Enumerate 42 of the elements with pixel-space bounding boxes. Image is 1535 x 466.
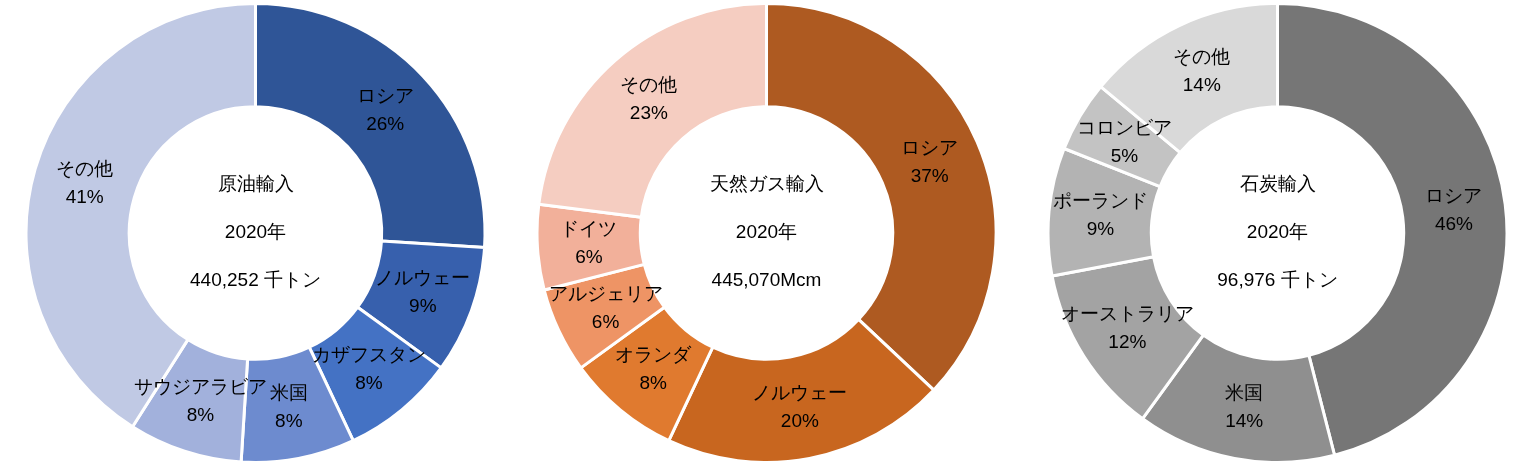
text: 2020年 — [735, 221, 798, 243]
text: 445,070Mcm — [711, 269, 822, 291]
text: 原油輸入 — [217, 173, 294, 195]
data-label: 8% — [355, 372, 383, 394]
data-label: 6% — [575, 246, 603, 268]
data-label: 8% — [639, 372, 667, 394]
text: 96,976 千トン — [1217, 269, 1338, 291]
slice-label: オランダ — [615, 344, 693, 366]
data-label: 37% — [910, 164, 949, 186]
slice-label: その他 — [1173, 46, 1231, 68]
data-label: 41% — [65, 185, 104, 207]
data-label: 8% — [275, 409, 303, 431]
slice-label: ポーランド — [1052, 190, 1148, 212]
slice-label: ノルウェー — [375, 267, 471, 289]
data-label: 5% — [1110, 144, 1139, 166]
data-label: 8% — [186, 404, 215, 426]
slice-label: ノルウェー — [752, 381, 848, 403]
data-label: 23% — [629, 101, 668, 123]
data-label: 6% — [591, 310, 620, 332]
text: 石炭輸入 — [1239, 173, 1316, 195]
data-label: 14% — [1182, 74, 1221, 96]
text: 天然ガス輸入 — [709, 173, 824, 195]
slice-label: その他 — [56, 157, 114, 179]
slice-label: ロシア — [901, 136, 959, 158]
slice-label: その他 — [620, 73, 678, 95]
slice-label: コロンビア — [1076, 116, 1172, 138]
slice-label: 米国 — [1225, 381, 1264, 403]
slice-label: ドイツ — [560, 218, 618, 240]
data-label: 9% — [1086, 218, 1115, 240]
text: 2020年 — [224, 221, 287, 243]
slice-label: サウジアラビア — [134, 376, 268, 398]
slice-label: ロシア — [356, 85, 414, 107]
data-label: 12% — [1108, 330, 1147, 352]
slice-label: ロシア — [1425, 184, 1483, 206]
data-label: 26% — [366, 113, 405, 135]
data-label: 20% — [780, 409, 819, 431]
data-label: 46% — [1434, 212, 1474, 234]
slice-label: 米国 — [269, 381, 308, 403]
data-label: 9% — [409, 295, 437, 317]
data-label: 14% — [1225, 409, 1264, 431]
text: 2020年 — [1246, 221, 1309, 243]
text: 440,252 千トン — [190, 269, 321, 291]
